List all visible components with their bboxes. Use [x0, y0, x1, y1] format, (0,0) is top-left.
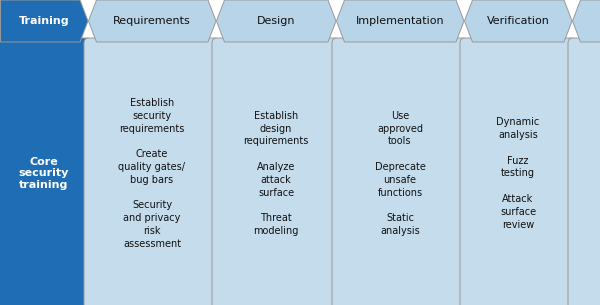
FancyBboxPatch shape	[212, 38, 340, 305]
Polygon shape	[572, 0, 600, 42]
Text: Training: Training	[19, 16, 70, 26]
FancyBboxPatch shape	[84, 38, 220, 305]
Polygon shape	[1, 0, 88, 42]
Text: Design: Design	[257, 16, 295, 26]
Text: Core
security
training: Core security training	[19, 157, 69, 190]
FancyBboxPatch shape	[0, 38, 92, 305]
FancyBboxPatch shape	[332, 38, 468, 305]
Polygon shape	[337, 0, 464, 42]
Text: Establish
security
requirements

Create
quality gates/
bug bars

Security
and pr: Establish security requirements Create q…	[119, 98, 185, 249]
Text: Dynamic
analysis

Fuzz
testing

Attack
surface
review: Dynamic analysis Fuzz testing Attack sur…	[496, 117, 539, 230]
Text: Use
approved
tools

Deprecate
unsafe
functions

Static
analysis: Use approved tools Deprecate unsafe func…	[374, 111, 425, 236]
Text: Establish
design
requirements

Analyze
attack
surface

Threat
modeling: Establish design requirements Analyze at…	[244, 111, 308, 236]
Text: Implementation: Implementation	[356, 16, 445, 26]
FancyBboxPatch shape	[568, 38, 600, 305]
Polygon shape	[464, 0, 572, 42]
Text: Verification: Verification	[487, 16, 550, 26]
Polygon shape	[89, 0, 216, 42]
Text: Requirements: Requirements	[113, 16, 191, 26]
FancyBboxPatch shape	[460, 38, 576, 305]
Polygon shape	[217, 0, 336, 42]
